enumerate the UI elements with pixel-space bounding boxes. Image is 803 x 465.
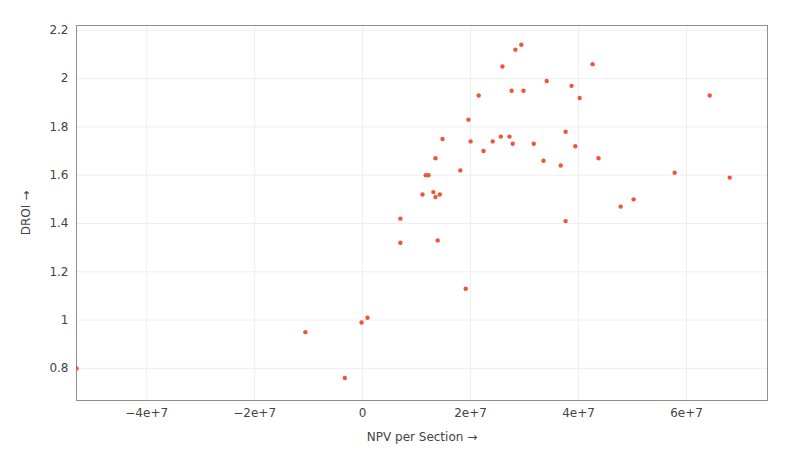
svg-text:1.4: 1.4 [49, 216, 68, 230]
svg-text:1.8: 1.8 [49, 120, 68, 134]
svg-text:6e+7: 6e+7 [670, 406, 703, 420]
svg-text:2e+7: 2e+7 [454, 406, 487, 420]
svg-text:−4e+7: −4e+7 [125, 406, 168, 420]
svg-text:NPV per Section →: NPV per Section → [367, 430, 477, 444]
svg-text:1: 1 [61, 313, 69, 327]
svg-text:0: 0 [359, 406, 367, 420]
svg-text:DROI →: DROI → [19, 191, 33, 235]
svg-text:2: 2 [61, 71, 69, 85]
svg-text:−2e+7: −2e+7 [233, 406, 276, 420]
svg-text:0.8: 0.8 [49, 361, 68, 375]
svg-text:1.2: 1.2 [49, 265, 68, 279]
svg-text:1.6: 1.6 [49, 168, 68, 182]
svg-text:2.2: 2.2 [49, 23, 68, 37]
svg-text:4e+7: 4e+7 [562, 406, 595, 420]
